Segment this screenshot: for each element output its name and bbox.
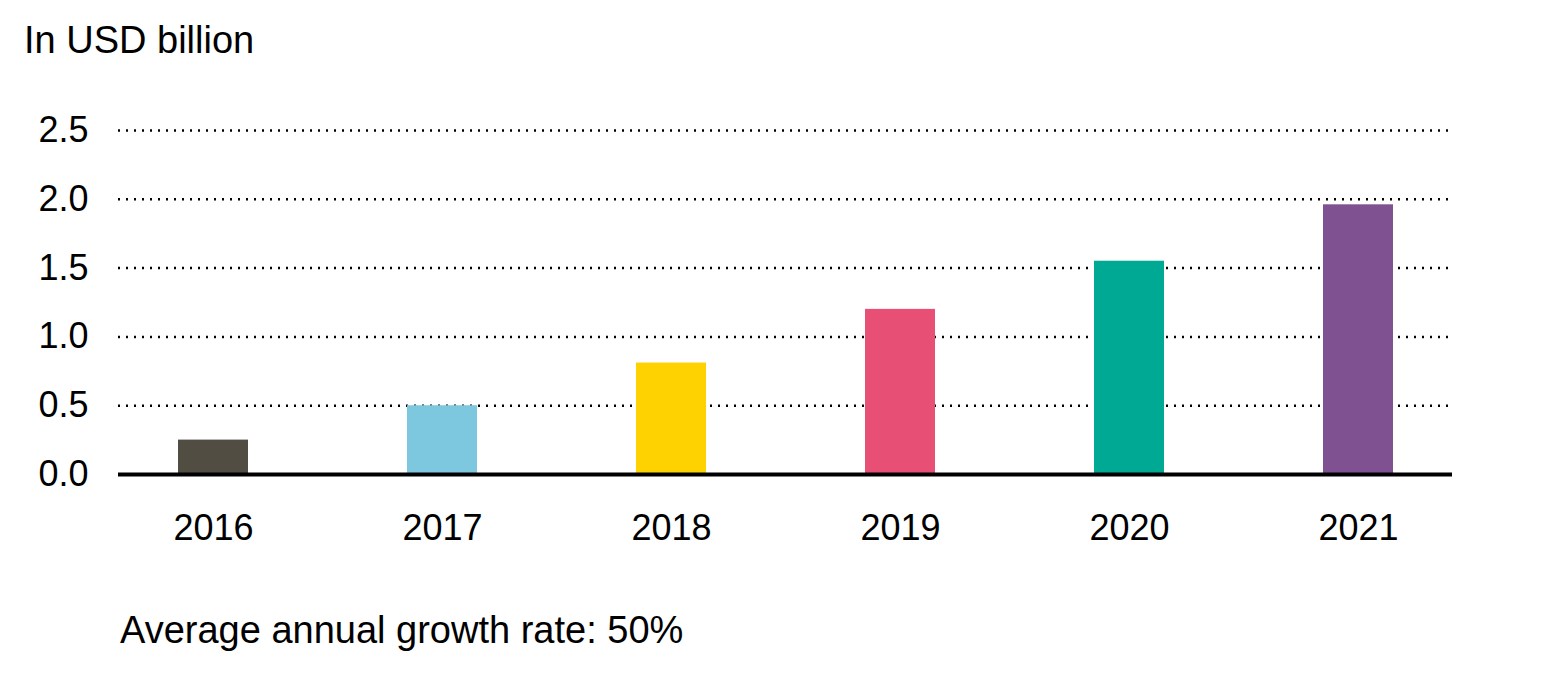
svg-text:2020: 2020: [1089, 507, 1169, 548]
svg-text:2.5: 2.5: [38, 109, 88, 150]
svg-text:2016: 2016: [173, 507, 253, 548]
html-text:Average annual growth rate: 50: Average annual growth rate: 50%: [120, 609, 684, 651]
html-text:In USD billion: In USD billion: [24, 19, 255, 61]
svg-text:0.0: 0.0: [38, 453, 88, 494]
svg-text:0.5: 0.5: [38, 384, 88, 425]
svg-text:2018: 2018: [631, 507, 711, 548]
svg-text:1.0: 1.0: [38, 315, 88, 356]
svg-text:2017: 2017: [402, 507, 482, 548]
svg-text:2021: 2021: [1318, 507, 1398, 548]
svg-text:2.0: 2.0: [38, 178, 88, 219]
svg-text:2019: 2019: [860, 507, 940, 548]
svg-text:1.5: 1.5: [38, 247, 88, 288]
